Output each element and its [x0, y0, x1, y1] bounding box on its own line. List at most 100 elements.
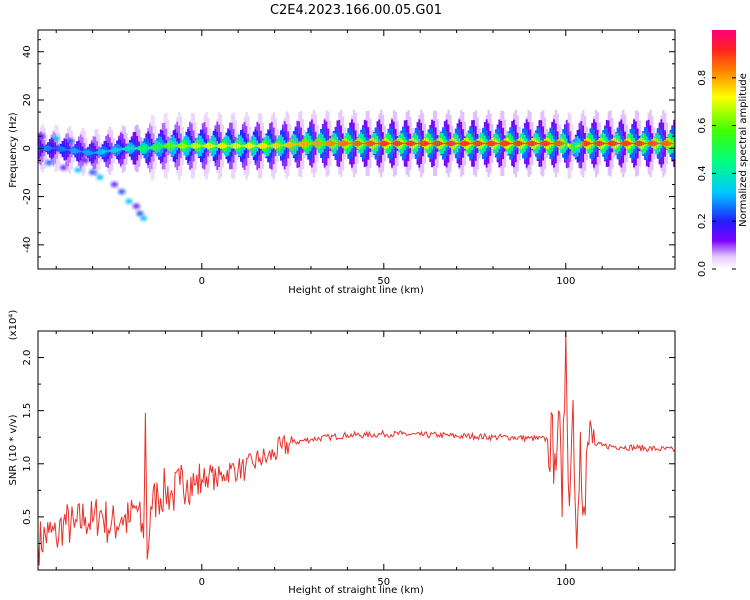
- heatmap-cell: [247, 143, 250, 149]
- heatmap-cell: [54, 147, 57, 150]
- heatmap-cell: [94, 152, 97, 154]
- heatmap-cell: [456, 142, 459, 145]
- heatmap-cell: [463, 140, 467, 147]
- heatmap-cell: [225, 144, 228, 148]
- heatmap-cell: [644, 142, 647, 145]
- heatmap-blob: [125, 198, 133, 204]
- heatmap-cell: [356, 140, 359, 147]
- heatmap-cell: [201, 145, 205, 147]
- heatmap-cell: [547, 141, 550, 146]
- heatmap-cell: [241, 145, 245, 147]
- heatmap-cell: [482, 142, 485, 145]
- heatmap-cell: [420, 141, 423, 146]
- heatmap-cell: [471, 142, 474, 145]
- y-tick-label: -20: [22, 188, 33, 204]
- heatmap-cell: [240, 145, 243, 147]
- heatmap-cell: [584, 140, 587, 147]
- heatmap-cell: [132, 147, 135, 150]
- heatmap-cell: [604, 142, 607, 145]
- heatmap-cell: [389, 142, 392, 145]
- heatmap-cell: [392, 141, 396, 146]
- colorbar-gradient: [712, 30, 736, 269]
- colorbar-tick-label: 0.6: [697, 118, 708, 134]
- heatmap-cell: [149, 147, 152, 149]
- heatmap-cell: [340, 141, 343, 146]
- heatmap-cell: [296, 143, 299, 146]
- heatmap-cell: [300, 141, 303, 147]
- heatmap-cell: [87, 149, 90, 156]
- heatmap-cell: [221, 143, 225, 149]
- heatmap-cell: [236, 143, 239, 149]
- heatmap-cell: [425, 141, 428, 146]
- heatmap-cell: [449, 140, 452, 147]
- heatmap-cell: [600, 141, 603, 146]
- heatmap-cell: [90, 151, 93, 155]
- heatmap-cell: [578, 144, 581, 147]
- x-tick-label: 100: [556, 577, 575, 588]
- heatmap-cell: [334, 142, 337, 145]
- heatmap-cell: [374, 142, 377, 145]
- heatmap-cell: [123, 147, 126, 151]
- heatmap-cell: [314, 140, 317, 147]
- heatmap-cell: [88, 150, 92, 156]
- heatmap-cell: [107, 150, 110, 152]
- heatmap-cell: [460, 141, 463, 146]
- heatmap-cell: [605, 142, 609, 145]
- heatmap-cell: [234, 142, 237, 149]
- heatmap-cell: [458, 142, 461, 145]
- heatmap-cell: [387, 142, 390, 145]
- heatmap-cell: [569, 143, 572, 150]
- heatmap-cell: [602, 142, 605, 145]
- heatmap-cell: [609, 141, 612, 146]
- heatmap-blob: [96, 174, 104, 180]
- y-tick-label: 2.0: [22, 350, 33, 366]
- heatmap-cell: [503, 140, 507, 147]
- heatmap-cell: [159, 145, 163, 148]
- heatmap-cell: [290, 142, 294, 147]
- heatmap-cell: [469, 142, 472, 145]
- heatmap-cell: [400, 142, 403, 145]
- heatmap-blob: [38, 133, 46, 139]
- heatmap-cell: [452, 141, 456, 146]
- heatmap-cell: [507, 141, 510, 146]
- heatmap-cell: [369, 140, 372, 147]
- heatmap-cell: [454, 142, 457, 145]
- heatmap-cell: [380, 141, 383, 146]
- heatmap-cell: [614, 141, 618, 146]
- heatmap-cell: [152, 144, 155, 151]
- heatmap-cell: [276, 142, 279, 149]
- heatmap-cell: [45, 145, 48, 152]
- heatmap-cell: [367, 141, 370, 146]
- heatmap-cell: [429, 142, 432, 145]
- heatmap-cell: [250, 143, 254, 148]
- heatmap-cell: [493, 141, 496, 146]
- heatmap-cell: [351, 142, 354, 145]
- heatmap-cell: [540, 142, 543, 145]
- snr-panel: 0 50 100 0.5 1.0 1.5 2.0 Height of straight li…: [8, 310, 676, 596]
- heatmap-cell: [163, 144, 166, 148]
- y-tick-label: 0.5: [22, 509, 33, 525]
- heatmap-cell: [320, 142, 323, 145]
- heatmap-cell: [520, 141, 523, 146]
- heatmap-blob: [89, 169, 97, 175]
- x-tick-label: 100: [556, 276, 575, 287]
- heatmap-blob: [136, 211, 144, 216]
- heatmap-cell: [432, 141, 436, 146]
- spectrogram-panel: 0 50 100 40 20 0 -20 -40 Height of straight lin…: [8, 29, 676, 296]
- heatmap-blob: [52, 136, 60, 142]
- heatmap-cell: [622, 141, 625, 146]
- heatmap-cell: [216, 144, 219, 147]
- heatmap-cell: [651, 140, 654, 147]
- heatmap-cell: [624, 140, 627, 147]
- heatmap-cell: [496, 142, 499, 145]
- heatmap-cell: [67, 149, 70, 151]
- heatmap-cell: [414, 142, 417, 145]
- heatmap-cell: [129, 145, 132, 151]
- colorbar-tick-label: 0.8: [697, 70, 708, 86]
- heatmap-cell: [391, 142, 394, 145]
- spectrogram-heatmap: [38, 109, 675, 221]
- heatmap-cell: [343, 140, 346, 147]
- heatmap-cell: [472, 142, 476, 145]
- heatmap-cell: [665, 140, 669, 147]
- heatmap-cell: [165, 143, 168, 149]
